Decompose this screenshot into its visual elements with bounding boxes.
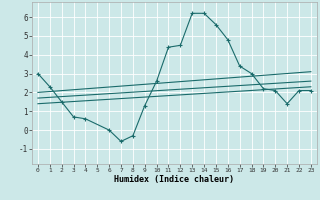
X-axis label: Humidex (Indice chaleur): Humidex (Indice chaleur) [115, 175, 234, 184]
